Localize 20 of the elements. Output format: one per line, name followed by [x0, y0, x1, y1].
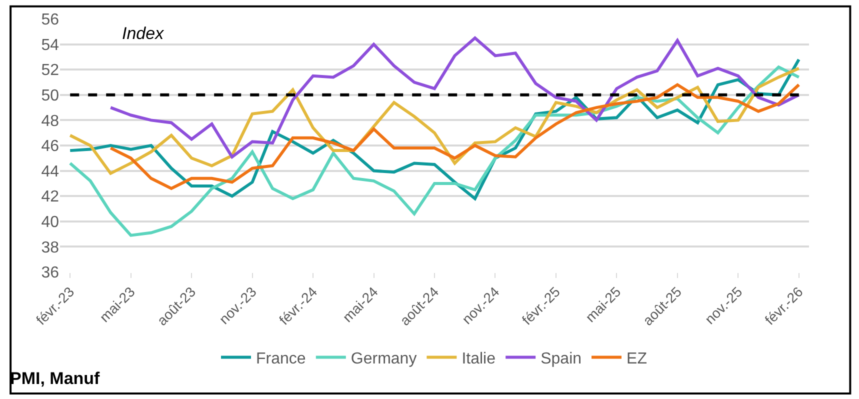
y-tick-label: 52 — [41, 62, 60, 80]
line-series — [68, 66, 800, 237]
y-tick-label: 46 — [41, 138, 60, 156]
y-tick-label: 36 — [41, 264, 60, 282]
text: PMI, Manuf — [10, 369, 100, 388]
legend-label: Italie — [462, 350, 496, 368]
y-tick-label: 38 — [41, 239, 60, 256]
legend-label: Germany — [350, 350, 417, 368]
y-tick-label: 48 — [41, 112, 60, 130]
annotation: Index — [122, 24, 164, 43]
line-series — [109, 83, 800, 190]
y-tick-label: 50 — [41, 88, 60, 104]
legend-label: France — [256, 350, 306, 368]
y-tick-label: 40 — [41, 214, 60, 231]
legend-label: Spain — [540, 350, 582, 368]
y-tick-label: 56 — [41, 12, 60, 29]
y-tick-label: 44 — [41, 163, 60, 180]
legend-label: EZ — [626, 350, 648, 368]
y-tick-label: 54 — [41, 36, 60, 54]
y-tick-label: 42 — [41, 188, 60, 206]
